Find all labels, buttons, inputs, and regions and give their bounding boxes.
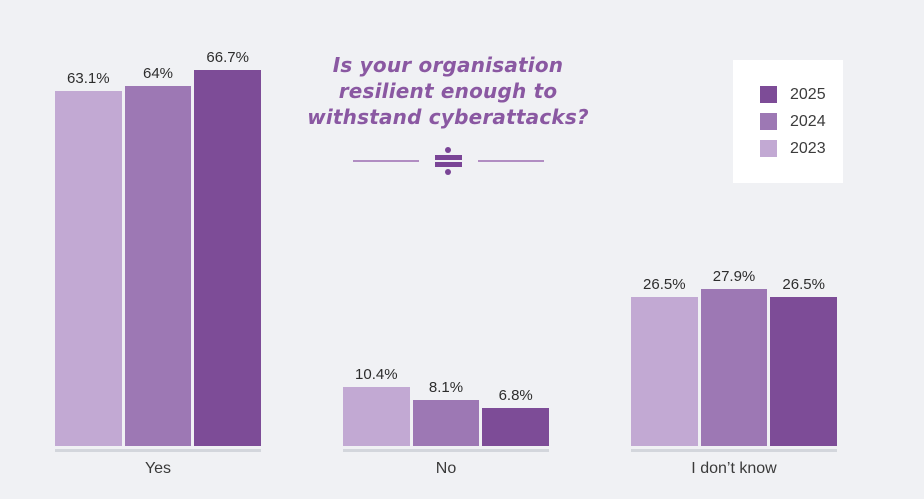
category-label-no: No [435, 460, 457, 477]
title-line-1: Is your organisation [332, 53, 564, 77]
legend-swatch-2024 [760, 113, 777, 130]
bar-2025-yes: 66.7% [194, 49, 262, 446]
axis-line-no [343, 449, 549, 452]
bar-value-label-2025-no: 6.8% [498, 386, 533, 404]
bar-2023-yes: 63.1% [55, 70, 122, 446]
axis-line-i-don-t-know [631, 449, 837, 452]
bars-i-don-t-know: 26.5% 27.9% 26.5% [631, 268, 838, 446]
axis-line-yes [55, 449, 261, 452]
chart-title: Is your organisation resilient enough to… [287, 52, 609, 176]
legend-swatch-2023 [760, 140, 777, 157]
division-symbol-top-dot [445, 147, 451, 153]
title-line-3: withstand cyberattacks? [307, 105, 589, 129]
title-divider [287, 146, 609, 176]
divider-left-rule [352, 160, 419, 162]
bar-group-i-don-t-know: 26.5% 27.9% 26.5% I don’t know [631, 0, 838, 499]
bar-value-label-2023-yes: 63.1% [67, 69, 110, 87]
bar-2024-no: 8.1% [412, 379, 480, 446]
bar-group-no: 10.4% 8.1% 6.8% No [343, 0, 550, 499]
legend-item-2025: 2025 [760, 81, 843, 108]
bar-value-label-2023-no: 10.4% [355, 366, 398, 384]
division-symbol-icon [434, 147, 462, 175]
category-label-yes: Yes [144, 460, 172, 477]
bar-value-label-2025-i-don-t-know: 26.5% [782, 275, 825, 293]
category-label-i-don-t-know: I don’t know [691, 460, 777, 477]
bars-no: 10.4% 8.1% 6.8% [343, 366, 550, 446]
division-symbol-bottom-dot [445, 169, 451, 175]
legend-label-2024: 2024 [790, 112, 826, 130]
legend-label-2023: 2023 [790, 139, 826, 157]
bar-value-label-2024-no: 8.1% [428, 379, 464, 397]
bar-value-label-2025-yes: 66.7% [206, 49, 249, 67]
bar-value-label-2023-i-don-t-know: 26.5% [643, 275, 686, 293]
legend-item-2024: 2024 [760, 108, 843, 135]
legend: 2025 2024 2023 [733, 60, 843, 183]
bar-2024-i-don-t-know: 27.9% [700, 268, 768, 446]
bar-2023-no: 10.4% [343, 366, 410, 446]
bar-2024-yes: 64% [124, 65, 192, 446]
legend-swatch-2025 [760, 86, 777, 103]
bar-2025-i-don-t-know: 26.5% [770, 276, 838, 446]
bar-2025-no: 6.8% [482, 387, 550, 446]
legend-label-2025: 2025 [790, 85, 826, 103]
divider-right-rule [477, 160, 544, 162]
bar-2023-i-don-t-know: 26.5% [631, 276, 698, 446]
bar-value-label-2024-i-don-t-know: 27.9% [712, 267, 756, 285]
division-symbol-bar [434, 155, 462, 160]
legend-item-2023: 2023 [760, 135, 843, 162]
title-line-2: resilient enough to [338, 79, 558, 103]
bar-group-yes: 63.1% 64% 66.7% Yes [55, 0, 262, 499]
bar-value-label-2024-yes: 64% [142, 64, 174, 82]
division-symbol-bar [434, 162, 462, 167]
bars-yes: 63.1% 64% 66.7% [55, 49, 262, 446]
